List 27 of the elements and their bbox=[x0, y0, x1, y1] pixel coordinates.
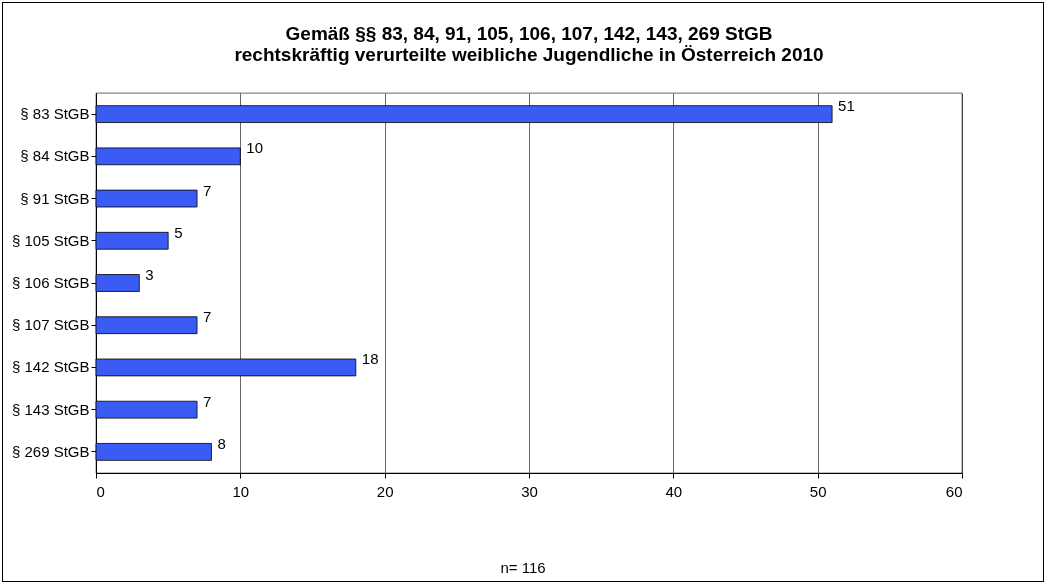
y-tick-label: § 106 StGB bbox=[11, 274, 90, 291]
y-tick-label: § 83 StGB bbox=[20, 105, 90, 123]
data-label: 7 bbox=[203, 392, 212, 410]
data-label: 8 bbox=[217, 434, 226, 452]
data-label: 51 bbox=[838, 97, 855, 115]
data-label: 18 bbox=[361, 350, 379, 368]
x-tick-label: 50 bbox=[809, 482, 827, 500]
data-label: 7 bbox=[203, 181, 212, 199]
chart-title: Gemäß §§ 83, 84, 91, 105, 106, 107, 142, 143, 269 StGB rechtskräftig verurteilte weibliche Jugendliche in Österreich 2010 bbox=[234, 23, 824, 65]
x-tick-label: 10 bbox=[232, 482, 250, 500]
x-tick-label: 0 bbox=[96, 482, 105, 500]
y-tick-label: § 142 StGB bbox=[11, 358, 90, 376]
y-tick-label: § 143 StGB bbox=[11, 400, 90, 418]
y-tick-label: § 105 StGB bbox=[11, 231, 90, 249]
data-label: 3 bbox=[145, 266, 154, 283]
y-tick-label: § 269 StGB bbox=[11, 442, 90, 460]
y-tick-label: § 91 StGB bbox=[20, 189, 90, 207]
y-tick-label: § 84 StGB bbox=[20, 147, 90, 165]
x-tick-label: 40 bbox=[665, 482, 683, 500]
text: n= 116 bbox=[499, 559, 547, 576]
data-label: 5 bbox=[174, 223, 183, 241]
data-label: 10 bbox=[246, 139, 264, 157]
x-tick-label: 60 bbox=[945, 482, 963, 500]
x-tick-label: 20 bbox=[376, 482, 394, 500]
data-label: 7 bbox=[203, 308, 212, 326]
y-tick-label: § 107 StGB bbox=[11, 316, 90, 334]
x-tick-label: 30 bbox=[521, 482, 538, 500]
